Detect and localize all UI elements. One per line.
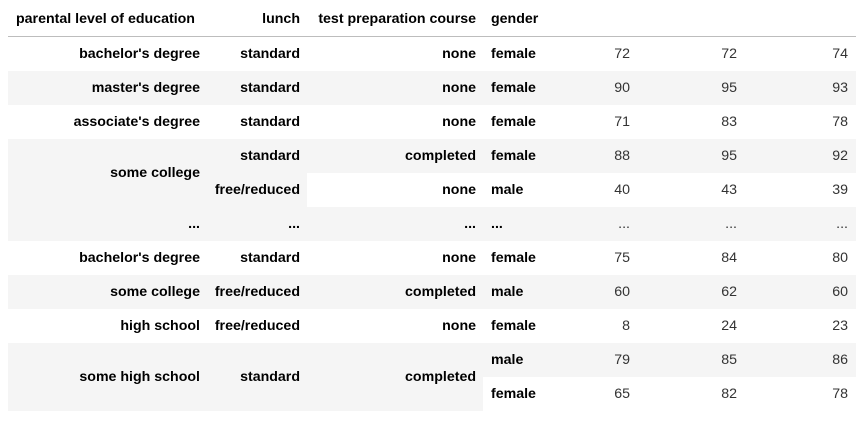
cell-value: 65 [614,386,630,402]
cell-value: 71 [614,114,630,130]
cell-lunch: standard [240,250,300,266]
cell-education: some college [8,275,207,309]
table-row: high school free/reduced none female 8 2… [8,309,856,343]
cell-prep: completed [307,343,483,411]
header-gender: gender [491,11,539,27]
cell-lunch: standard [207,343,307,411]
cell-gender: male [483,343,541,377]
cell-value: 60 [745,275,856,309]
cell-prep: none [442,250,476,266]
table-row: bachelor's degree standard none female 7… [8,37,856,72]
cell-value: 82 [721,386,737,402]
cell-value: 85 [638,343,745,377]
cell-value: 95 [638,71,745,105]
cell-gender: female [491,386,536,402]
cell-prep: ... [307,207,483,241]
cell-prep: none [442,318,476,334]
cell-value: 80 [832,250,848,266]
table-row: some high school standard completed male… [8,343,856,411]
cell-education: bachelor's degree [79,250,200,266]
cell-gender: ... [483,207,541,241]
cell-gender: female [483,71,541,105]
table-header: parental level of education lunch test p… [8,2,856,37]
cell-gender: female [483,139,541,173]
table-body: bachelor's degree standard none female 7… [8,37,856,411]
table-row: female 65 82 78 [8,377,856,411]
cell-value: 8 [622,318,630,334]
table-row: master's degree standard none female 90 … [8,71,856,105]
cell-value: 40 [614,182,630,198]
cell-education: high school [120,318,200,334]
table-row-ellipsis: ... ... ... ... ... ... ... [8,207,856,241]
cell-gender: female [491,46,536,62]
cell-value: 78 [832,386,848,402]
cell-value: 84 [721,250,737,266]
cell-value: 92 [745,139,856,173]
cell-value: 24 [721,318,737,334]
cell-gender: female [491,114,536,130]
cell-education: ... [8,207,207,241]
table-row: bachelor's degree standard none female 7… [8,241,856,275]
header-row: parental level of education lunch test p… [8,2,856,37]
cell-value: 23 [832,318,848,334]
cell-prep: completed [307,139,483,173]
cell-value: 90 [541,71,638,105]
cell-value: 88 [541,139,638,173]
header-parental-level-of-education: parental level of education [16,11,195,27]
table-row: associate's degree standard none female … [8,105,856,139]
cell-gender: female [491,318,536,334]
cell-prep: none [442,46,476,62]
cell-value: ... [541,207,638,241]
cell-gender: male [483,275,541,309]
cell-lunch: standard [240,114,300,130]
cell-prep: none [442,114,476,130]
cell-prep: completed [307,275,483,309]
cell-value: 74 [832,46,848,62]
cell-value: ... [745,207,856,241]
cell-education: some high school [8,343,207,411]
table-row: some college free/reduced completed male… [8,275,856,309]
cell-lunch: free/reduced [207,275,307,309]
cell-gender: female [491,250,536,266]
header-value-2 [638,2,745,37]
cell-value: 79 [541,343,638,377]
cell-education: associate's degree [73,114,200,130]
cell-education: bachelor's degree [79,46,200,62]
cell-prep: none [442,182,476,198]
cell-value: 60 [541,275,638,309]
header-value-3 [745,2,856,37]
cell-value: 83 [721,114,737,130]
cell-value: 39 [832,182,848,198]
table-row: free/reduced none male 40 43 39 [8,173,856,207]
cell-value: 62 [638,275,745,309]
cell-prep: none [307,71,483,105]
cell-gender: male [491,182,524,198]
cell-lunch: standard [240,46,300,62]
cell-value: 86 [745,343,856,377]
cell-lunch: ... [207,207,307,241]
cell-value: 72 [614,46,630,62]
cell-lunch: free/reduced [214,318,300,334]
cell-value: 93 [745,71,856,105]
header-value-1 [541,2,638,37]
header-lunch: lunch [262,11,300,27]
cell-value: 43 [721,182,737,198]
header-test-preparation-course: test preparation course [318,11,476,27]
dataframe-table: parental level of education lunch test p… [8,2,856,411]
cell-lunch: standard [207,139,307,173]
cell-education: some college [8,139,207,207]
cell-education: master's degree [8,71,207,105]
cell-value: 75 [614,250,630,266]
cell-value: ... [638,207,745,241]
cell-lunch: standard [207,71,307,105]
cell-lunch: free/reduced [207,173,307,207]
cell-value: 72 [721,46,737,62]
cell-value: 95 [638,139,745,173]
cell-value: 78 [832,114,848,130]
table-row: some college standard completed female 8… [8,139,856,207]
